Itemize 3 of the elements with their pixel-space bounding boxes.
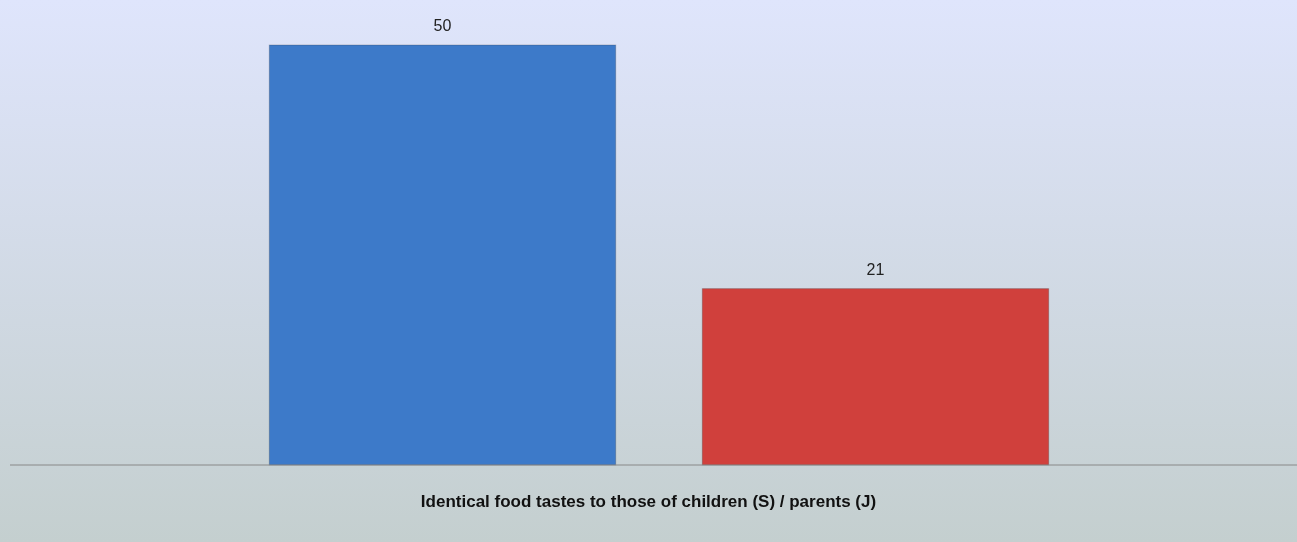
x-axis-title: Identical food tastes to those of children (S) / parents (J) [420,492,877,511]
data-label: 21 [866,260,885,278]
data-label: 50 [433,17,452,34]
